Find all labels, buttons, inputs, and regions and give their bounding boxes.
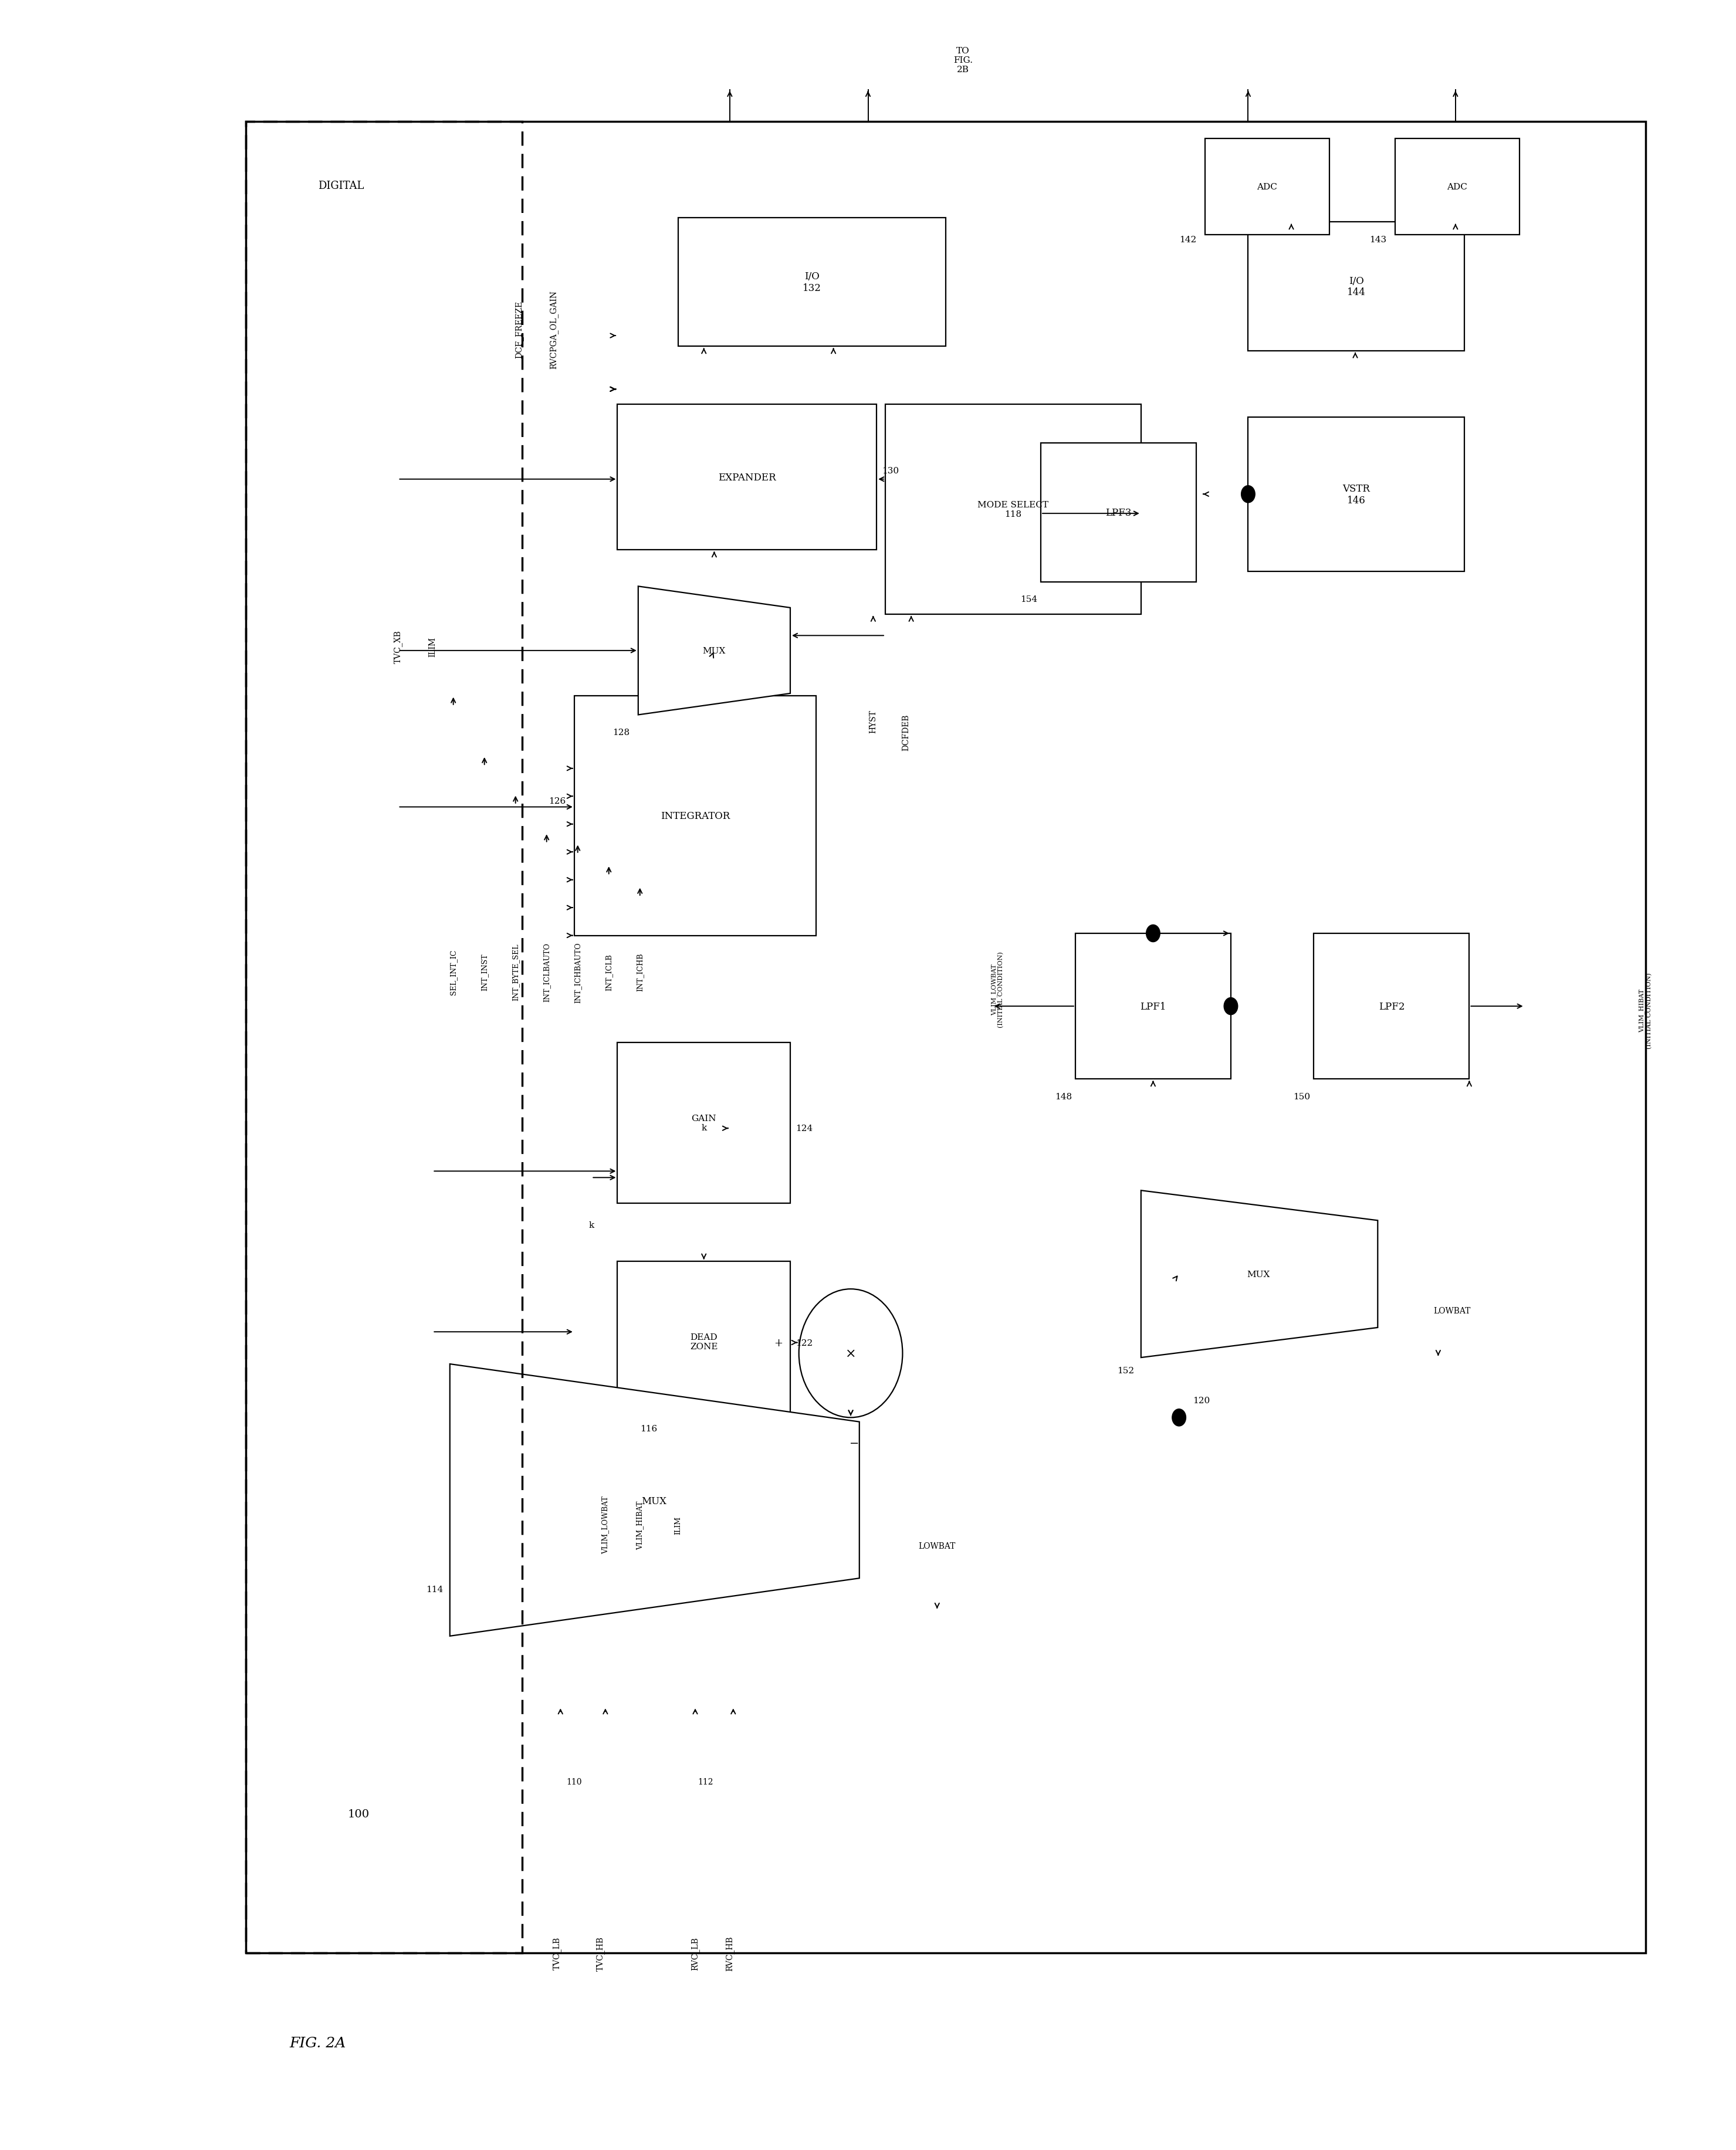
Text: ADC: ADC bbox=[1448, 183, 1467, 191]
Bar bbox=[618, 1043, 790, 1204]
Text: I/O
144: I/O 144 bbox=[1347, 275, 1366, 297]
Polygon shape bbox=[639, 587, 790, 716]
Text: VSTR
146: VSTR 146 bbox=[1342, 484, 1370, 505]
Text: VLIM_LOWBAT: VLIM_LOWBAT bbox=[602, 1496, 609, 1554]
Text: RVC_LB: RVC_LB bbox=[691, 1937, 700, 1969]
Bar bbox=[575, 697, 816, 935]
Circle shape bbox=[1241, 486, 1255, 503]
Bar bbox=[679, 219, 946, 346]
Text: ILIM: ILIM bbox=[429, 636, 437, 656]
Text: LPF1: LPF1 bbox=[1141, 1002, 1167, 1010]
Text: DIGITAL: DIGITAL bbox=[318, 181, 365, 191]
Text: I/O
132: I/O 132 bbox=[802, 271, 821, 292]
Text: TVC_LB: TVC_LB bbox=[552, 1937, 561, 1969]
Bar bbox=[247, 123, 1646, 1952]
Text: GAIN
k: GAIN k bbox=[691, 1114, 717, 1133]
Text: TO
FIG.
2B: TO FIG. 2B bbox=[953, 47, 972, 73]
Bar bbox=[1205, 140, 1330, 234]
Bar bbox=[1248, 224, 1463, 350]
Circle shape bbox=[799, 1290, 903, 1417]
Circle shape bbox=[1146, 924, 1160, 942]
Text: 128: 128 bbox=[613, 729, 630, 737]
Text: 126: 126 bbox=[549, 798, 566, 804]
Text: VLIM_HIBAT: VLIM_HIBAT bbox=[635, 1501, 644, 1550]
Text: INT_ICLBAUTO: INT_ICLBAUTO bbox=[543, 942, 550, 1002]
Bar bbox=[1075, 933, 1231, 1079]
Bar bbox=[1248, 417, 1463, 572]
Text: MUX: MUX bbox=[1246, 1271, 1271, 1279]
Text: LPF3: LPF3 bbox=[1106, 507, 1132, 518]
Circle shape bbox=[1224, 998, 1238, 1015]
Text: −: − bbox=[849, 1438, 859, 1449]
Text: INT_ICLB: INT_ICLB bbox=[606, 955, 613, 991]
Text: INT_BYTE_SEL: INT_BYTE_SEL bbox=[512, 944, 519, 1000]
Text: 124: 124 bbox=[795, 1124, 812, 1133]
Text: MUX: MUX bbox=[641, 1496, 667, 1507]
Text: k: k bbox=[589, 1221, 594, 1230]
Text: 112: 112 bbox=[698, 1778, 713, 1787]
Text: DCF_FREEZE: DCF_FREEZE bbox=[514, 301, 523, 359]
Text: TVC_XB: TVC_XB bbox=[394, 630, 403, 664]
Text: 143: 143 bbox=[1370, 236, 1387, 243]
Text: RVC_HB: RVC_HB bbox=[726, 1935, 734, 1972]
Text: LPF2: LPF2 bbox=[1378, 1002, 1404, 1010]
Text: 100: 100 bbox=[347, 1808, 370, 1819]
Text: LOWBAT: LOWBAT bbox=[1434, 1307, 1470, 1314]
Text: 120: 120 bbox=[1193, 1398, 1210, 1404]
Text: 154: 154 bbox=[1021, 596, 1038, 604]
Text: SEL_INT_IC: SEL_INT_IC bbox=[450, 950, 457, 995]
Bar bbox=[618, 1262, 790, 1421]
Text: ADC: ADC bbox=[1257, 183, 1278, 191]
Text: 150: 150 bbox=[1293, 1092, 1311, 1101]
Text: 114: 114 bbox=[425, 1585, 443, 1593]
Bar bbox=[618, 404, 877, 550]
Text: RVCPGA_OL_GAIN: RVCPGA_OL_GAIN bbox=[549, 290, 557, 370]
Text: INT_ICHBAUTO: INT_ICHBAUTO bbox=[575, 942, 582, 1002]
Text: VLIM_LOWBAT
(INITIAL CONDITION): VLIM_LOWBAT (INITIAL CONDITION) bbox=[991, 950, 1003, 1028]
Bar bbox=[1314, 933, 1469, 1079]
Text: FIG. 2A: FIG. 2A bbox=[290, 2036, 345, 2049]
Text: ×: × bbox=[845, 1348, 856, 1361]
Bar bbox=[1396, 140, 1519, 234]
Text: VLIM_HIBAT
(INITIAL CONDITION): VLIM_HIBAT (INITIAL CONDITION) bbox=[1639, 972, 1653, 1049]
Text: 130: 130 bbox=[882, 467, 899, 475]
Text: TVC_HB: TVC_HB bbox=[595, 1935, 604, 1969]
Bar bbox=[247, 123, 523, 1952]
Text: +: + bbox=[774, 1337, 783, 1348]
Bar bbox=[1042, 443, 1196, 583]
Text: INT_ICHB: INT_ICHB bbox=[635, 952, 644, 991]
Text: 148: 148 bbox=[1055, 1092, 1071, 1101]
Circle shape bbox=[1172, 1408, 1186, 1425]
Text: MUX: MUX bbox=[703, 647, 726, 656]
Text: INT_INST: INT_INST bbox=[481, 955, 488, 991]
Text: 142: 142 bbox=[1179, 236, 1196, 243]
Text: 116: 116 bbox=[641, 1423, 658, 1432]
Text: 152: 152 bbox=[1116, 1367, 1134, 1374]
Text: 110: 110 bbox=[566, 1778, 582, 1787]
Text: DEAD
ZONE: DEAD ZONE bbox=[689, 1333, 717, 1350]
Text: EXPANDER: EXPANDER bbox=[719, 473, 776, 482]
Text: MODE SELECT
118: MODE SELECT 118 bbox=[977, 501, 1049, 518]
Bar bbox=[885, 404, 1141, 615]
Text: INTEGRATOR: INTEGRATOR bbox=[660, 811, 729, 821]
Polygon shape bbox=[450, 1363, 859, 1636]
Text: DCFDEB: DCFDEB bbox=[903, 714, 910, 750]
Text: 122: 122 bbox=[795, 1339, 812, 1346]
Text: ILIM: ILIM bbox=[674, 1516, 682, 1533]
Polygon shape bbox=[1141, 1191, 1378, 1357]
Text: LOWBAT: LOWBAT bbox=[918, 1542, 957, 1550]
Text: HYST: HYST bbox=[870, 710, 877, 733]
